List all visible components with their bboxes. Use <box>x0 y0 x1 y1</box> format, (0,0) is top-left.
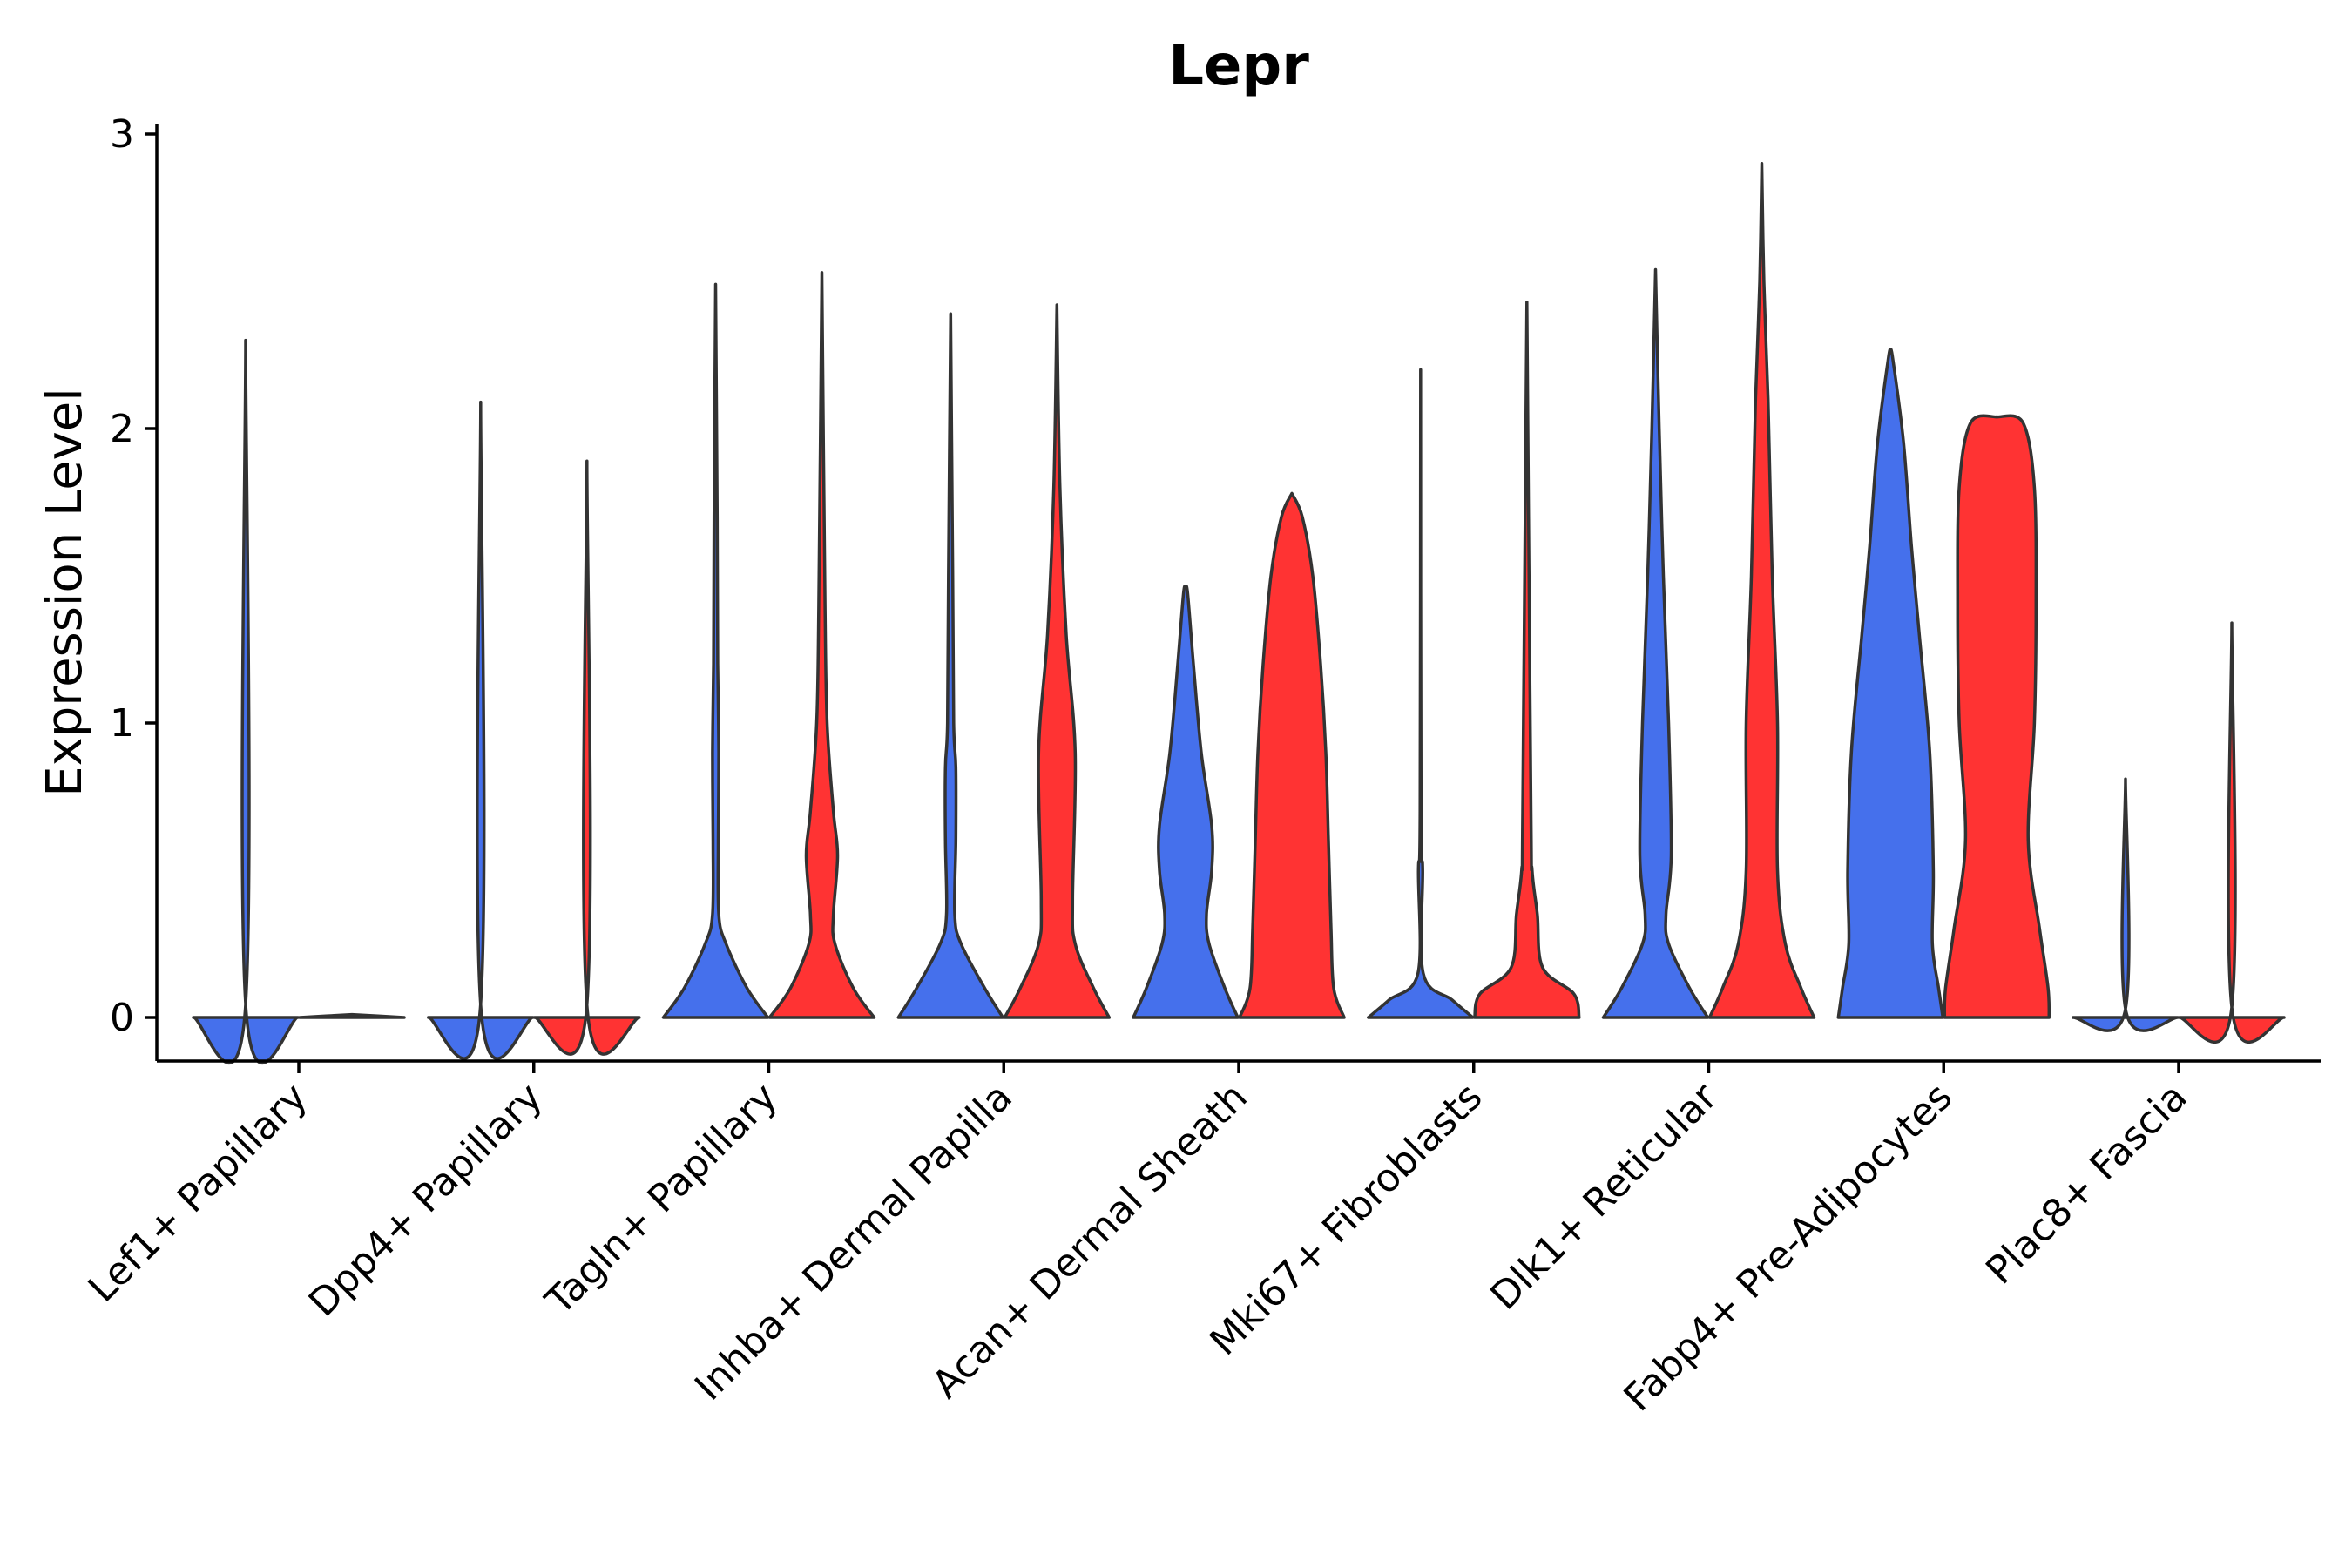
chart-title: Lepr <box>1168 34 1309 98</box>
violins-layer <box>192 162 2286 1065</box>
violin-group1 <box>2072 777 2180 1032</box>
violin-group1 <box>1132 585 1240 1019</box>
y-tick-label: 3 <box>110 112 134 157</box>
x-tick-label: Mki67+ Fibroblasts <box>1201 1075 1490 1364</box>
violin-group2 <box>767 271 876 1019</box>
violin-group2 <box>2178 621 2286 1044</box>
violin-group1 <box>1367 368 1475 1019</box>
x-tick-label: Dpp4+ Papillary <box>301 1075 551 1326</box>
y-tick-label: 2 <box>110 407 134 451</box>
x-tick-label: Tagln+ Papillary <box>537 1075 786 1324</box>
x-tick-label: Plac8+ Fascia <box>1977 1075 2196 1294</box>
violin-group2 <box>1943 414 2051 1019</box>
y-tick-label: 1 <box>110 701 134 746</box>
x-tick-label: Dlk1+ Reticular <box>1482 1074 1727 1319</box>
violin-group1 <box>1601 267 1710 1019</box>
violin-group1 <box>427 400 535 1060</box>
violin-group2 <box>1707 162 1816 1019</box>
violin-group2 <box>533 459 641 1056</box>
violin-group2 <box>1238 491 1346 1019</box>
y-ticks: 0 1 2 3 <box>110 112 157 1040</box>
violin-group2 <box>1473 300 1581 1019</box>
y-tick-label: 0 <box>110 996 134 1040</box>
violin-group2 <box>1003 303 1112 1019</box>
y-axis-label: Expression Level <box>37 388 93 797</box>
violin-group1 <box>896 312 1005 1019</box>
violin-group1 <box>192 338 300 1065</box>
violin-group1 <box>1836 348 1945 1019</box>
violin-group2 <box>298 1012 406 1019</box>
violin-group1 <box>661 282 770 1019</box>
x-tick-label: Lef1+ Papillary <box>80 1075 316 1311</box>
